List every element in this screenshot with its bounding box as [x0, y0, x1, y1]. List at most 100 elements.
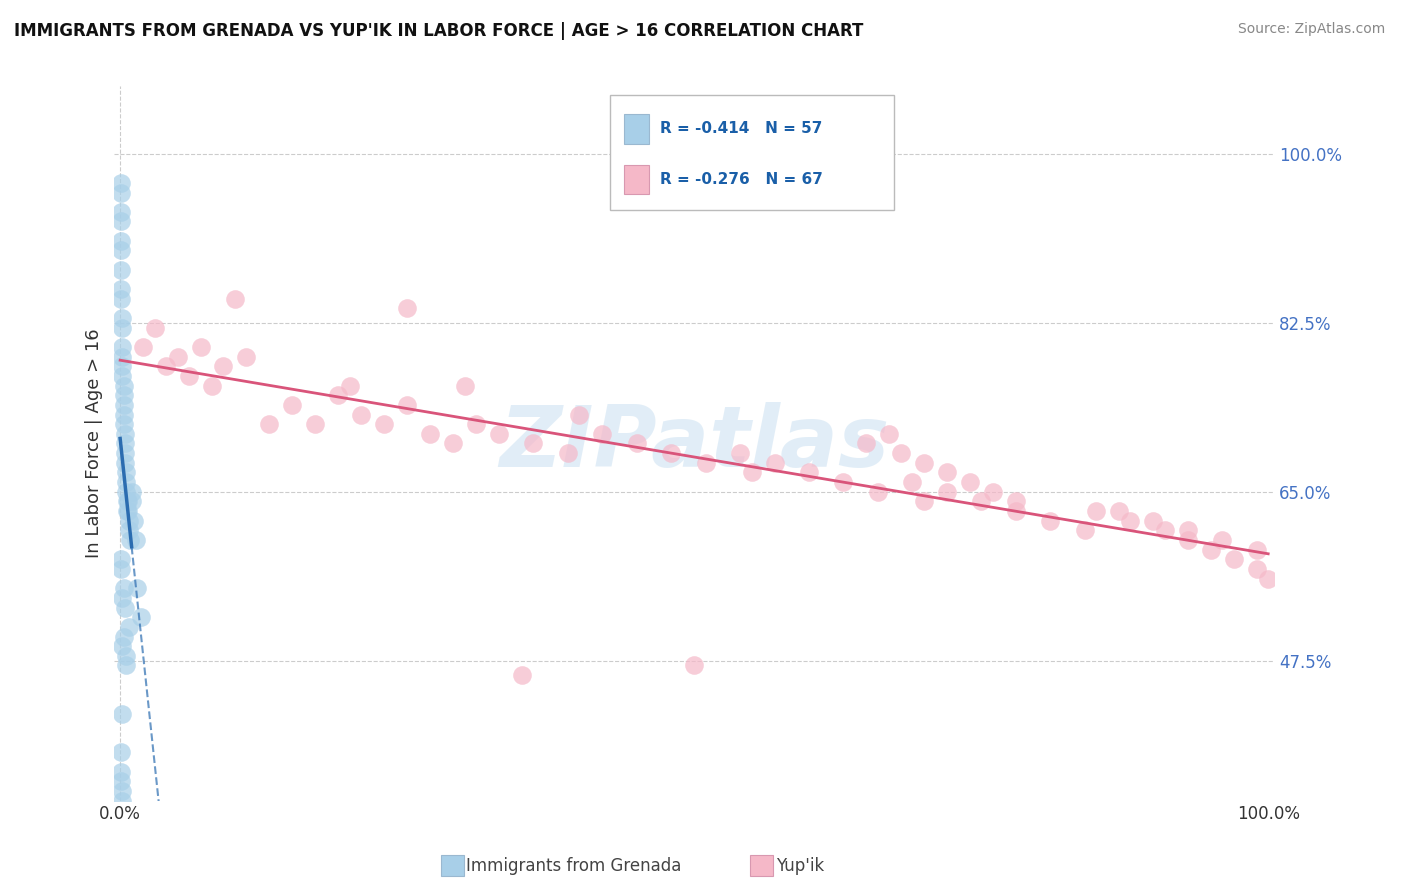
Point: [1153, 524, 1175, 538]
Point: [866, 484, 889, 499]
Point: [832, 475, 855, 489]
Point: [114, 426, 136, 441]
Point: [259, 417, 281, 432]
Point: [568, 408, 591, 422]
Point: [912, 456, 935, 470]
Point: [1246, 542, 1268, 557]
Point: [114, 456, 136, 470]
Point: [959, 475, 981, 489]
Point: [110, 176, 132, 190]
Point: [1004, 494, 1026, 508]
Point: [1004, 504, 1026, 518]
Point: [110, 262, 132, 277]
Point: [1199, 542, 1222, 557]
Point: [235, 350, 257, 364]
Point: [110, 774, 132, 789]
Point: [115, 648, 138, 663]
Point: [111, 359, 134, 374]
Point: [1177, 524, 1199, 538]
Point: [1108, 504, 1130, 518]
Point: [118, 620, 141, 634]
Point: [201, 378, 224, 392]
Point: [1257, 572, 1279, 586]
Point: [373, 417, 395, 432]
Point: [114, 600, 136, 615]
Point: [117, 504, 139, 518]
Point: [728, 446, 751, 460]
Point: [591, 426, 613, 441]
Point: [935, 484, 957, 499]
Text: Yup'ik: Yup'ik: [776, 856, 824, 874]
Point: [110, 214, 132, 228]
Point: [117, 494, 139, 508]
Point: [441, 436, 464, 450]
Point: [155, 359, 177, 374]
Point: [1222, 552, 1244, 566]
Point: [115, 475, 138, 489]
Point: [901, 475, 924, 489]
Point: [111, 706, 134, 721]
Point: [111, 320, 134, 334]
Point: [110, 562, 132, 576]
Point: [132, 340, 155, 354]
Point: [118, 514, 141, 528]
Point: [115, 466, 138, 480]
Point: [339, 378, 361, 392]
Point: [1142, 514, 1164, 528]
Point: [350, 408, 373, 422]
Point: [981, 484, 1004, 499]
Point: [510, 668, 533, 682]
Point: [112, 417, 135, 432]
Point: [111, 784, 134, 798]
Point: [110, 204, 132, 219]
Point: [118, 524, 141, 538]
Point: [111, 639, 134, 653]
Point: [111, 591, 134, 605]
Point: [1119, 514, 1142, 528]
Point: [396, 398, 419, 412]
Point: [111, 794, 134, 808]
Point: [112, 630, 135, 644]
Point: [111, 368, 134, 383]
Point: [453, 378, 475, 392]
Point: [1085, 504, 1108, 518]
Point: [122, 514, 145, 528]
Point: [465, 417, 488, 432]
Text: IMMIGRANTS FROM GRENADA VS YUP'IK IN LABOR FORCE | AGE > 16 CORRELATION CHART: IMMIGRANTS FROM GRENADA VS YUP'IK IN LAB…: [14, 22, 863, 40]
Point: [224, 292, 246, 306]
Point: [1177, 533, 1199, 547]
Point: [890, 446, 912, 460]
Point: [683, 658, 706, 673]
Point: [659, 446, 682, 460]
Point: [112, 388, 135, 402]
Point: [114, 436, 136, 450]
Point: [557, 446, 579, 460]
Point: [935, 466, 957, 480]
Y-axis label: In Labor Force | Age > 16: In Labor Force | Age > 16: [86, 328, 103, 558]
Point: [190, 340, 212, 354]
Point: [112, 581, 135, 595]
Point: [912, 494, 935, 508]
Point: [177, 368, 200, 383]
Point: [970, 494, 993, 508]
Point: [111, 311, 134, 326]
Point: [879, 426, 901, 441]
Text: R = -0.414   N = 57: R = -0.414 N = 57: [661, 121, 823, 136]
Point: [855, 436, 877, 450]
Point: [111, 340, 134, 354]
Point: [626, 436, 648, 450]
Point: [110, 244, 132, 258]
Point: [110, 282, 132, 296]
Point: [695, 456, 717, 470]
Point: [1039, 514, 1062, 528]
Point: [1073, 524, 1095, 538]
Point: [110, 234, 132, 248]
Point: [129, 610, 152, 624]
Point: [1246, 562, 1268, 576]
Point: [281, 398, 304, 412]
Point: [110, 745, 132, 759]
Point: [522, 436, 544, 450]
Point: [166, 350, 188, 364]
Point: [115, 658, 138, 673]
Point: [112, 398, 135, 412]
